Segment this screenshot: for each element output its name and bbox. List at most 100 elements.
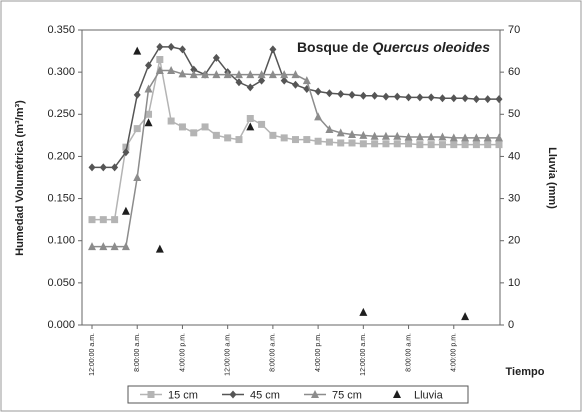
data-point xyxy=(190,65,198,74)
data-point xyxy=(246,115,254,122)
data-point xyxy=(371,91,379,100)
y2-tick-label: 30 xyxy=(508,192,520,204)
legend-marker xyxy=(393,390,401,398)
legend-marker xyxy=(311,390,319,398)
data-point xyxy=(121,242,130,251)
chart-title: Bosque de Quercus oleoides xyxy=(297,39,490,55)
data-point xyxy=(110,242,119,251)
legend-marker xyxy=(229,390,237,399)
data-point xyxy=(257,70,266,79)
data-point xyxy=(382,92,390,101)
data-point xyxy=(427,132,436,141)
data-point xyxy=(167,117,175,125)
data-point xyxy=(483,133,492,142)
data-point xyxy=(427,141,435,149)
data-point xyxy=(121,206,130,215)
data-point xyxy=(145,110,153,118)
data-point xyxy=(145,61,153,70)
data-point xyxy=(348,139,356,147)
data-point xyxy=(393,92,401,101)
y-tick-label: 0.350 xyxy=(47,24,75,36)
data-point xyxy=(258,120,266,128)
data-point xyxy=(359,307,368,316)
data-point xyxy=(393,140,401,148)
x-tick-label: 4:00:00 p.m. xyxy=(451,333,458,372)
data-point xyxy=(404,132,413,141)
y2-tick-label: 70 xyxy=(508,24,520,36)
data-point xyxy=(291,70,300,79)
data-point xyxy=(484,141,492,149)
data-point xyxy=(99,163,107,172)
data-point xyxy=(314,87,322,96)
data-point xyxy=(405,93,413,102)
data-point xyxy=(246,70,255,79)
data-point xyxy=(461,133,470,142)
data-point xyxy=(450,141,458,149)
data-point xyxy=(427,93,435,102)
data-point xyxy=(269,45,277,54)
data-point xyxy=(472,95,480,104)
data-point xyxy=(269,131,277,139)
y-tick-label: 0.000 xyxy=(47,319,75,331)
data-point xyxy=(302,76,311,85)
data-point xyxy=(336,128,345,137)
data-point xyxy=(133,173,142,181)
data-point xyxy=(325,124,334,133)
x-tick-label: 12:00:00 a.m. xyxy=(360,333,367,376)
data-point xyxy=(156,42,164,51)
data-point xyxy=(314,137,322,145)
x-tick-label: 8:00:00 a.m. xyxy=(134,333,141,372)
legend-label: Lluvia xyxy=(414,389,444,401)
data-point xyxy=(348,90,356,99)
data-point xyxy=(223,70,232,79)
data-point xyxy=(461,312,470,321)
data-point xyxy=(235,78,243,87)
data-point xyxy=(201,123,209,131)
data-point xyxy=(178,123,186,131)
data-point xyxy=(416,141,424,149)
data-point xyxy=(415,132,424,141)
data-point xyxy=(337,90,345,99)
data-point xyxy=(246,122,255,131)
plot-area xyxy=(81,29,501,326)
title-species: Quercus oleoides xyxy=(373,39,491,55)
data-point xyxy=(201,70,210,79)
legend-label: 45 cm xyxy=(250,389,280,401)
data-point xyxy=(280,70,289,79)
data-point xyxy=(337,139,345,147)
data-point xyxy=(167,42,175,51)
data-point xyxy=(449,133,458,142)
data-point xyxy=(178,45,186,54)
data-point xyxy=(450,94,458,103)
data-point xyxy=(88,216,96,224)
title-text: Bosque de xyxy=(297,39,369,55)
data-point xyxy=(111,216,119,224)
data-point xyxy=(212,53,220,62)
data-point xyxy=(438,132,447,141)
y2-tick-label: 50 xyxy=(508,108,520,120)
data-point xyxy=(292,136,299,144)
data-point xyxy=(416,93,424,102)
data-point xyxy=(382,140,390,148)
data-point xyxy=(111,163,119,172)
data-point xyxy=(461,94,469,103)
y2-tick-label: 60 xyxy=(508,66,520,78)
data-point xyxy=(88,242,96,251)
data-point xyxy=(405,140,413,148)
y2-axis-title: Lluvia (mm) xyxy=(546,147,558,209)
x-tick-label: 8:00:00 a.m. xyxy=(270,333,277,372)
data-point xyxy=(212,70,221,79)
data-point xyxy=(359,91,367,100)
data-point xyxy=(234,70,243,79)
data-point xyxy=(325,89,333,98)
data-point xyxy=(268,70,277,79)
data-point xyxy=(325,138,333,146)
data-point xyxy=(122,148,130,157)
data-point xyxy=(348,130,357,139)
y-tick-label: 0.100 xyxy=(47,235,75,247)
legend-marker xyxy=(147,391,155,398)
data-point xyxy=(438,141,446,149)
